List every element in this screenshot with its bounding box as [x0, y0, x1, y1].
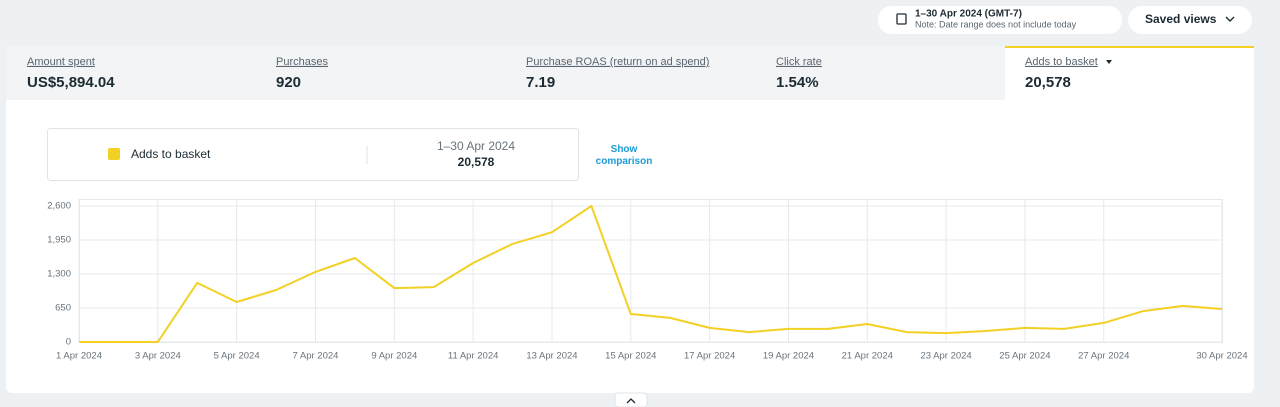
date-range: 1–30 Apr 2024 (GMT-7) — [915, 9, 1022, 20]
y-tick-label: 1,300 — [47, 269, 71, 280]
metric-label: Amount spent — [27, 56, 95, 68]
saved-views-bg[interactable] — [1128, 6, 1252, 34]
x-tick-label: 17 Apr 2024 — [684, 351, 735, 362]
y-tick-label: 0 — [66, 337, 71, 348]
x-tick-label: 30 Apr 2024 — [1196, 351, 1247, 362]
x-tick-label: 1 Apr 2024 — [56, 351, 102, 362]
x-tick-label: 23 Apr 2024 — [920, 351, 971, 362]
metric-label: Purchase ROAS (return on ad spend) — [526, 56, 709, 68]
metric-value: 7.19 — [526, 74, 555, 91]
legend-swatch — [108, 148, 120, 160]
dropdown-caret[interactable] — [1106, 60, 1112, 64]
saved-views-button[interactable]: Saved views — [1128, 6, 1252, 34]
x-tick-label: 5 Apr 2024 — [214, 351, 260, 362]
x-tick-label: 19 Apr 2024 — [763, 351, 814, 362]
y-tick-label: 1,950 — [47, 235, 71, 246]
legend-total: 20,578 — [458, 155, 495, 169]
show-comparison[interactable]: Show comparison — [596, 144, 653, 167]
metric-label: Purchases — [276, 56, 328, 68]
saved-views-label: Saved views — [1145, 12, 1217, 26]
x-tick-label: 3 Apr 2024 — [135, 351, 181, 362]
y-tick-label: 650 — [55, 303, 71, 314]
x-tick-label: 9 Apr 2024 — [371, 351, 417, 362]
x-tick-label: 11 Apr 2024 — [448, 351, 499, 362]
legend-label: Adds to basket — [131, 147, 211, 161]
series-line — [79, 205, 1223, 343]
date-picker[interactable]: 1–30 Apr 2024 (GMT-7) Note: Date range d… — [878, 6, 1122, 34]
metric-value: 1.54% — [776, 74, 819, 91]
legend-period: 1–30 Apr 2024 — [437, 139, 515, 153]
metric-label: Click rate — [776, 56, 822, 68]
selected-tab[interactable] — [1005, 46, 1254, 100]
date-pill[interactable] — [878, 6, 1122, 34]
collapse-chevron — [626, 398, 636, 404]
calendar-icon — [896, 13, 907, 25]
metrics-strip — [6, 46, 1005, 100]
collapse-button[interactable] — [614, 392, 648, 407]
x-tick-label: 21 Apr 2024 — [842, 351, 893, 362]
metric-label: Adds to basket — [1025, 56, 1098, 68]
metric-value: 20,578 — [1025, 74, 1071, 91]
y-tick-label: 2,600 — [47, 201, 71, 212]
x-tick-label: 7 Apr 2024 — [292, 351, 338, 362]
chevron — [1225, 16, 1235, 22]
selected-indicator — [1005, 46, 1254, 48]
x-tick-label: 15 Apr 2024 — [605, 351, 656, 362]
metric-value: 920 — [276, 74, 301, 91]
metric-value: US$5,894.04 — [27, 74, 115, 91]
x-tick-label: 25 Apr 2024 — [999, 351, 1050, 362]
x-tick-label: 27 Apr 2024 — [1078, 351, 1129, 362]
x-tick-label: 13 Apr 2024 — [526, 351, 577, 362]
date-note: Note: Date range does not include today — [915, 19, 1077, 29]
legend-box — [47, 128, 579, 181]
